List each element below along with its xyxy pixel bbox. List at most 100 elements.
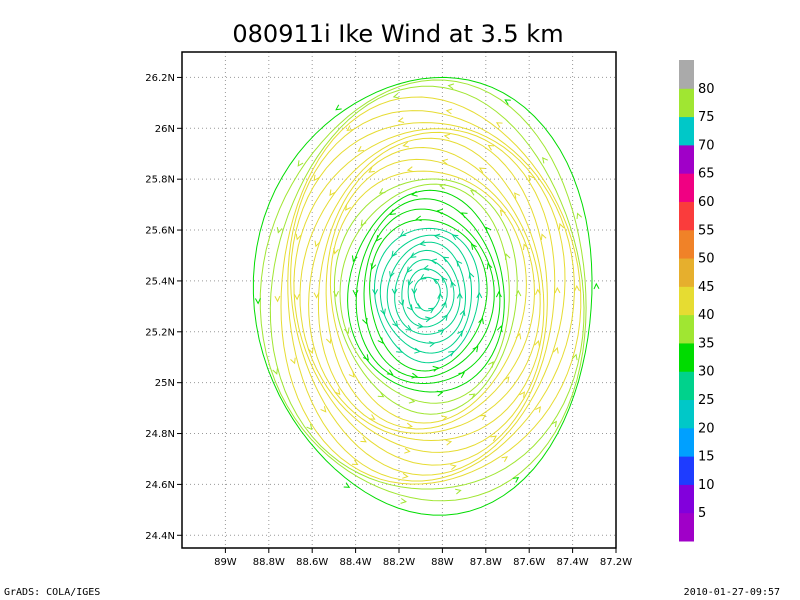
streamline-arrow <box>378 188 386 194</box>
streamline-arrow <box>422 265 430 271</box>
streamline-arrow <box>513 192 521 199</box>
colorbar-swatch <box>679 342 694 372</box>
streamline-arrow <box>432 278 440 285</box>
streamline-arrow <box>558 222 565 230</box>
colorbar-swatch <box>679 60 694 89</box>
streamline-arrow <box>541 157 549 164</box>
streamline-arrow <box>468 271 475 279</box>
x-tick-label: 88.4W <box>340 557 372 568</box>
streamline <box>333 178 518 415</box>
streamline-arrow <box>487 144 495 151</box>
streamline-arrow <box>295 233 302 241</box>
streamline-arrow <box>297 160 304 167</box>
colorbar-swatch <box>679 314 694 344</box>
streamline-arrow <box>455 488 462 495</box>
colorbar-swatch <box>679 484 694 514</box>
colorbar-swatch <box>679 229 694 259</box>
streamline-arrow <box>392 320 399 328</box>
streamline-arrow <box>389 271 395 278</box>
streamline <box>269 85 585 490</box>
y-axis: 24.4N 24.6N 24.8N 25N 25.2N 25.4N 25.6N 25.8N 26… <box>145 73 182 542</box>
colorbar-swatch <box>679 258 694 287</box>
y-tick-label: 25.4N <box>145 276 175 287</box>
streamline-arrow <box>391 288 398 296</box>
streamline <box>401 259 455 328</box>
streamline <box>259 79 587 502</box>
streamline-arrow <box>345 204 351 211</box>
streamline <box>252 76 593 516</box>
streamline-arrow <box>415 303 422 309</box>
colorbar-swatch <box>679 371 694 401</box>
streamline-arrow <box>335 104 342 111</box>
colorbar-swatch <box>679 399 694 429</box>
colorbar-label: 50 <box>698 252 715 267</box>
streamline-arrow <box>409 252 417 259</box>
streamline-arrow <box>346 125 353 132</box>
streamline-arrow <box>405 325 413 331</box>
footer-credit: GrADS: COLA/IGES <box>4 587 101 598</box>
streamline-arrow <box>314 240 321 248</box>
streamline-arrow <box>402 472 409 479</box>
streamline-arrow <box>451 234 459 241</box>
streamline-arrow <box>313 174 320 182</box>
x-tick-label: 87.4W <box>557 557 589 568</box>
streamline-arrow <box>272 368 278 375</box>
streamline-arrow <box>571 353 578 361</box>
streamline-arrow <box>448 350 455 357</box>
streamline-arrow <box>357 146 364 152</box>
streamline-arrow <box>535 406 541 413</box>
streamline-arrow <box>432 365 440 372</box>
y-tick-label: 24.8N <box>145 429 175 440</box>
colorbar: 5 10 15 20 25 30 35 40 45 50 55 60 65 70 75 80 <box>679 60 715 542</box>
streamline <box>293 128 556 466</box>
streamline-arrow <box>476 291 483 299</box>
streamline-arrow <box>406 422 413 429</box>
streamline-arrow <box>461 212 468 218</box>
streamline-arrow <box>504 253 511 260</box>
streamline-arrow <box>540 233 547 240</box>
streamline <box>299 131 548 453</box>
streamline-arrow <box>352 289 359 297</box>
streamline-arrow <box>490 435 498 442</box>
streamline-arrow <box>487 361 494 368</box>
streamline-arrow <box>360 219 367 227</box>
streamline-arrow <box>293 293 300 301</box>
streamline <box>394 249 461 335</box>
streamline-arrow <box>333 290 339 298</box>
colorbar-label: 40 <box>698 308 715 323</box>
streamline-arrow <box>486 262 493 270</box>
streamline-arrow <box>391 250 398 258</box>
streamline-arrow <box>402 141 410 148</box>
streamline-arrow <box>313 292 320 299</box>
colorbar-swatch <box>679 512 694 542</box>
streamline-arrow <box>551 420 557 428</box>
streamline-arrow <box>377 337 384 344</box>
streamline-arrow <box>459 309 466 317</box>
streamline-arrow <box>363 354 369 361</box>
streamline-arrow <box>360 436 367 443</box>
streamline-arrow <box>411 372 419 379</box>
streamline-arrow <box>470 243 477 250</box>
streamline <box>386 241 467 344</box>
streamline-arrow <box>411 190 418 197</box>
streamline-arrow <box>445 439 453 446</box>
streamline-arrow <box>389 209 396 216</box>
y-tick-label: 26N <box>155 124 175 135</box>
streamline-arrow <box>443 133 451 140</box>
streamline-arrow <box>519 391 526 398</box>
streamline-arrow <box>376 235 382 242</box>
colorbar-swatch <box>679 88 694 118</box>
x-tick-label: 88.2W <box>383 557 415 568</box>
streamline-arrow <box>407 279 414 287</box>
streamline-arrow <box>450 280 456 288</box>
streamline-arrow <box>386 369 394 375</box>
streamline <box>413 276 441 312</box>
streamline-arrow <box>515 289 522 297</box>
x-tick-label: 87.8W <box>470 557 502 568</box>
streamline-arrow <box>458 372 466 378</box>
streamline-arrow <box>329 189 336 197</box>
colorbar-label: 25 <box>698 393 715 408</box>
streamline-arrow <box>343 482 351 488</box>
streamline-arrow <box>593 282 600 290</box>
